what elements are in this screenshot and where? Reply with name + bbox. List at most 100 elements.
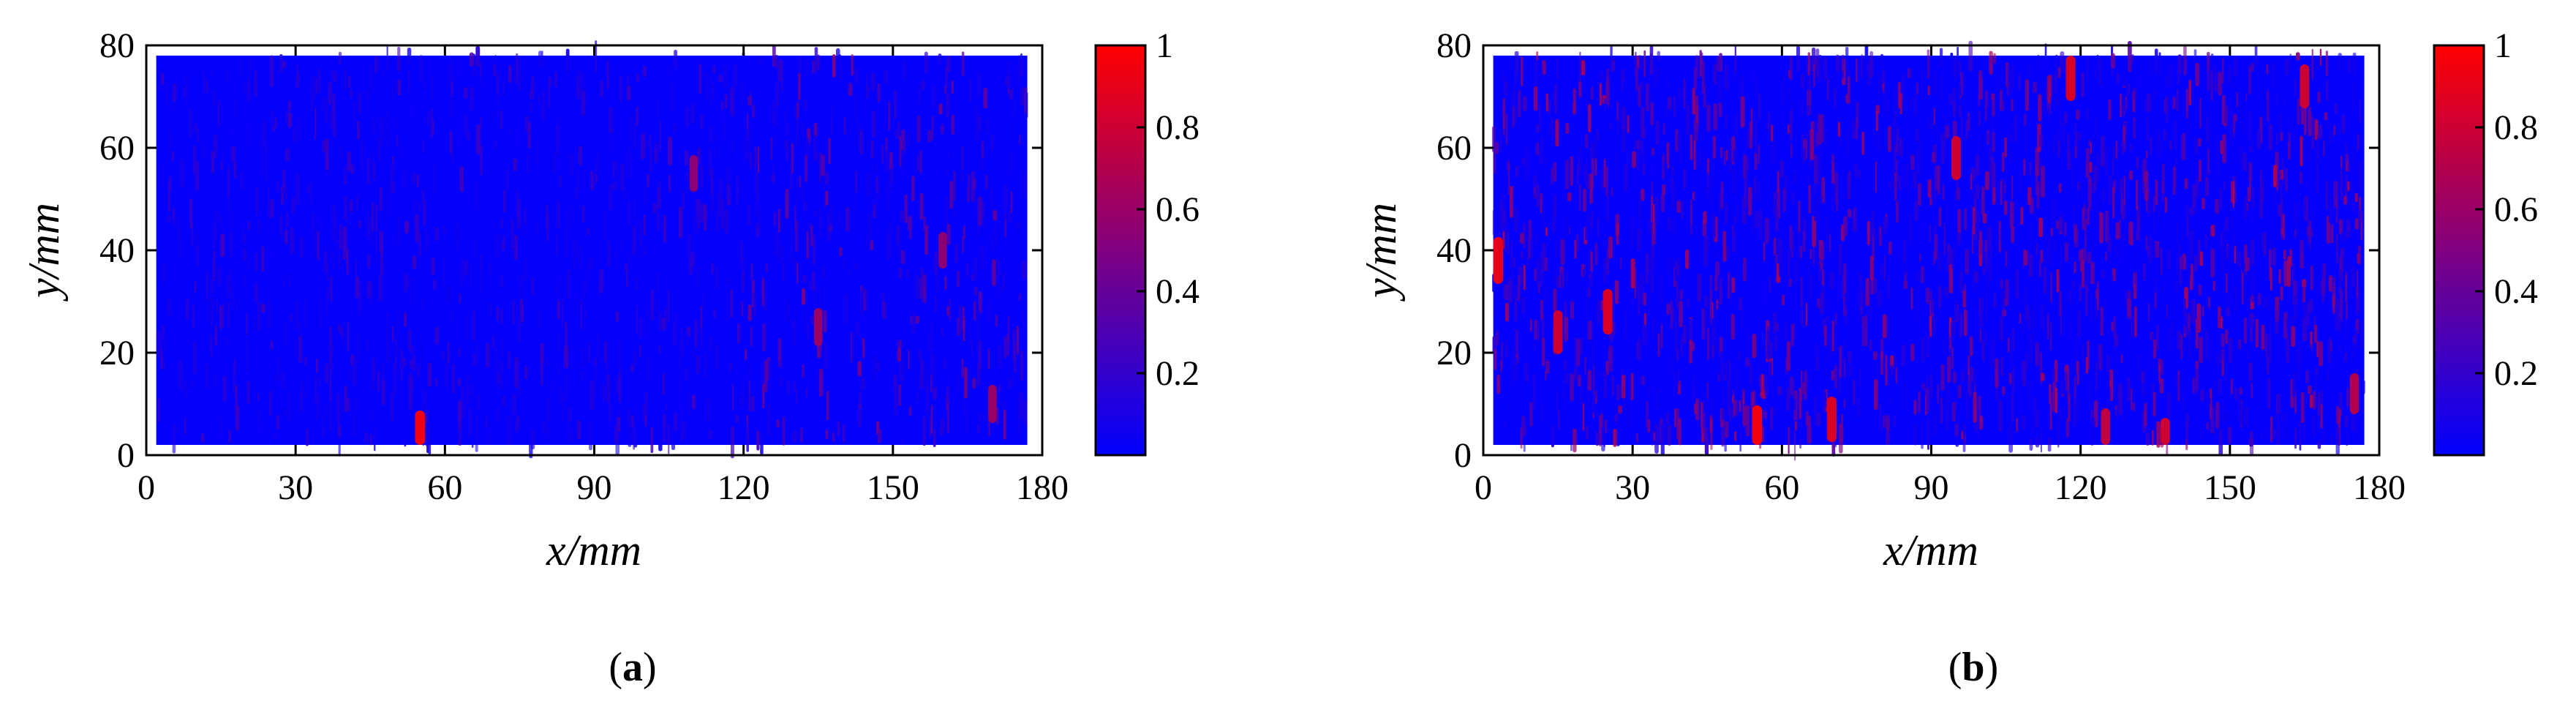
heatmap-cell	[1526, 345, 1529, 376]
heatmap-cell	[1744, 326, 1747, 336]
heatmap-cell	[2112, 146, 2114, 175]
heatmap-cell	[2245, 94, 2248, 102]
heatmap-cell	[639, 318, 643, 339]
heatmap-cell	[2086, 56, 2089, 82]
heatmap-cell	[161, 262, 166, 285]
heatmap-cell	[696, 147, 701, 165]
heatmap-cell	[2104, 210, 2109, 243]
heatmap-cell	[1507, 402, 1510, 413]
heatmap-cell	[518, 315, 521, 342]
heatmap-cell	[1553, 91, 1556, 106]
heatmap-cell	[2166, 248, 2172, 271]
heatmap-cell	[396, 364, 399, 376]
heatmap-cell	[927, 332, 932, 351]
heatmap-cell	[1769, 361, 1772, 388]
heatmap-cell	[291, 197, 295, 214]
heatmap-hotspot	[1603, 289, 1613, 334]
heatmap-cell	[1818, 113, 1822, 146]
heatmap-cell	[469, 52, 474, 67]
heatmap-cell	[981, 201, 984, 220]
heatmap-cell	[421, 299, 423, 309]
heatmap-cell	[658, 312, 662, 331]
heatmap-cell	[772, 163, 774, 185]
heatmap-cell	[228, 430, 232, 443]
heatmap-cell	[2234, 170, 2237, 190]
heatmap-cell	[2212, 66, 2217, 84]
heatmap-cell	[898, 384, 901, 407]
heatmap-cell	[1898, 176, 1901, 191]
heatmap-cell	[1954, 102, 1956, 118]
heatmap-cell	[1946, 287, 1948, 299]
heatmap-cell	[2036, 55, 2040, 75]
heatmap-cell	[2277, 172, 2281, 188]
heatmap-cell	[2169, 326, 2172, 354]
heatmap-cell	[919, 150, 922, 173]
heatmap-cell	[1642, 127, 1646, 139]
heatmap-cell	[2330, 435, 2333, 444]
heatmap-cell	[870, 140, 875, 158]
heatmap-cell	[1937, 165, 1940, 195]
heatmap-cell	[317, 231, 320, 261]
heatmap-cell	[1538, 101, 1541, 131]
heatmap-cell	[945, 66, 948, 89]
heatmap-cell	[245, 341, 248, 372]
heatmap-cell	[2120, 186, 2123, 215]
heatmap-cell	[2346, 388, 2350, 407]
heatmap-cell	[924, 225, 928, 255]
heatmap-cell	[2188, 80, 2192, 105]
heatmap-cell	[2078, 180, 2082, 200]
caption-close-paren: )	[1985, 645, 1999, 690]
heatmap-cell	[285, 148, 290, 162]
heatmap-cell	[1554, 83, 1557, 114]
heatmap-cell	[1646, 272, 1648, 284]
heatmap-cell	[983, 87, 988, 109]
heatmap-cell	[2133, 87, 2136, 100]
heatmap-cell	[1758, 209, 1763, 240]
heatmap-cell	[1022, 305, 1025, 337]
heatmap-cell	[985, 174, 988, 190]
heatmap-cell	[1906, 163, 1909, 193]
heatmap-cell	[915, 315, 920, 324]
heatmap-cell	[2000, 228, 2003, 242]
heatmap-cell	[1503, 105, 1505, 136]
heatmap-cell	[1679, 133, 1682, 160]
heatmap-cell	[1929, 315, 1932, 337]
heatmap-cell	[1940, 364, 1945, 391]
heatmap-cell	[897, 340, 903, 349]
heatmap-cell	[771, 102, 775, 125]
heatmap-cell	[2087, 185, 2092, 211]
heatmap-cell	[1728, 145, 1732, 174]
heatmap-cell	[1671, 165, 1674, 176]
heatmap-cell	[1890, 397, 1894, 408]
heatmap-cell	[2265, 425, 2270, 441]
heatmap-cell	[2128, 40, 2132, 72]
heatmap-cell	[2123, 176, 2125, 206]
heatmap-cell	[494, 217, 497, 233]
heatmap-cell	[1676, 348, 1679, 361]
heatmap-cell	[916, 392, 919, 400]
heatmap-cell	[886, 232, 891, 261]
heatmap-cell	[267, 187, 270, 218]
heatmap-speckles	[1491, 40, 2365, 461]
heatmap-cell	[255, 253, 258, 271]
heatmap-cell	[2297, 98, 2300, 125]
heatmap-cell	[2060, 407, 2063, 420]
heatmap-cell	[2144, 170, 2149, 201]
heatmap-cell	[1837, 121, 1841, 137]
heatmap-cell	[2308, 385, 2312, 394]
heatmap-cell	[757, 146, 760, 173]
heatmap-cell	[1723, 360, 1728, 374]
heatmap-cell	[1020, 87, 1025, 106]
heatmap-cell	[2169, 140, 2172, 151]
heatmap-cell	[1540, 404, 1544, 424]
heatmap-cell	[650, 427, 654, 454]
heatmap-cell	[2085, 148, 2090, 179]
heatmap-cell	[325, 138, 329, 170]
heatmap-cell	[2035, 242, 2038, 255]
heatmap-cell	[953, 170, 956, 201]
heatmap-cell	[2330, 224, 2334, 244]
heatmap-cell	[1733, 430, 1737, 441]
y-tick-label: 40	[1436, 231, 1472, 270]
heatmap-cell	[479, 117, 483, 130]
heatmap-cell	[1677, 369, 1680, 385]
